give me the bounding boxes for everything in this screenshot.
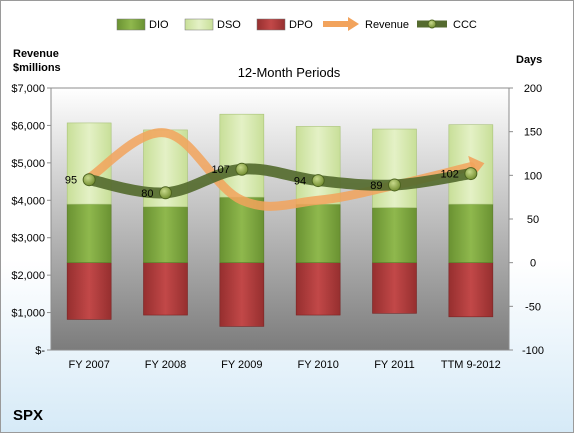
right-tick-label-4: 100 — [524, 170, 542, 182]
legend-arrow-revenue — [348, 17, 359, 31]
right-tick-label-6: 200 — [524, 83, 542, 95]
bar-dso-3 — [295, 126, 341, 205]
legend-label-ccc: CCC — [453, 19, 477, 31]
legend-label-dpo: DPO — [289, 19, 313, 31]
category-label-3: FY 2010 — [297, 359, 338, 371]
legend-swatch-dpo — [256, 18, 286, 31]
plot-area — [50, 87, 510, 351]
legend-label-dio: DIO — [149, 19, 169, 31]
bar-dio-3 — [295, 203, 341, 263]
left-axis-title-line1: Revenue — [13, 48, 59, 60]
left-tick-label-1: $1,000 — [11, 308, 45, 320]
category-label-5: TTM 9-2012 — [441, 359, 501, 371]
right-tick-label-3: 50 — [527, 214, 539, 226]
ccc-point-1 — [159, 186, 172, 200]
ccc-data-label-4: 89 — [370, 180, 382, 192]
ccc-point-3 — [311, 174, 325, 188]
legend: DIO DSO DPO Revenue CCC — [116, 17, 477, 31]
category-label-0: FY 2007 — [68, 359, 109, 371]
right-tick-label-0: -100 — [522, 345, 544, 357]
right-tick-label-1: -50 — [525, 301, 541, 313]
legend-swatch-dso — [184, 18, 214, 31]
bar-dpo-4 — [372, 262, 417, 314]
category-label-1: FY 2008 — [145, 359, 186, 371]
category-label-4: FY 2011 — [374, 359, 415, 371]
right-tick-label-5: 150 — [524, 127, 542, 139]
legend-label-dso: DSO — [217, 19, 241, 31]
ccc-data-label-2: 107 — [211, 164, 229, 176]
ticks-layer: $- $1,000 $2,000 $3,000 $4,000 $5,000 $6,000 $7… — [11, 83, 544, 371]
bar-dio-0 — [66, 203, 112, 263]
bar-dio-5 — [448, 203, 494, 263]
left-tick-label-7: $7,000 — [11, 83, 45, 95]
left-tick-label-4: $4,000 — [11, 195, 45, 207]
left-tick-label-2: $2,000 — [11, 270, 45, 282]
left-tick-label-6: $6,000 — [11, 120, 45, 132]
ccc-point-5 — [464, 167, 478, 181]
category-label-2: FY 2009 — [221, 359, 262, 371]
ccc-data-label-0: 95 — [65, 175, 77, 187]
right-axis-title: Days — [516, 54, 542, 66]
bar-dio-1 — [143, 206, 188, 263]
company-label: SPX — [13, 407, 44, 424]
ccc-data-label-3: 94 — [294, 176, 306, 188]
lines-layer: 95 80 107 94 89 102 — [65, 128, 485, 211]
ccc-point-0 — [82, 173, 96, 187]
ccc-point-4 — [388, 178, 401, 192]
bar-dpo-5 — [448, 262, 494, 318]
ccc-data-label-1: 80 — [141, 188, 153, 200]
left-axis-title-line2: $millions — [13, 62, 61, 74]
left-tick-label-0: $- — [35, 345, 45, 357]
bar-dpo-3 — [295, 262, 341, 316]
chart-subtitle: 12-Month Periods — [238, 65, 341, 80]
left-tick-label-5: $5,000 — [11, 158, 45, 170]
bar-dso-4 — [372, 128, 417, 208]
legend-label-revenue: Revenue — [365, 19, 409, 31]
ccc-data-label-5: 102 — [440, 169, 458, 181]
legend-dot-ccc — [427, 19, 437, 29]
legend-swatch-dio — [116, 18, 146, 31]
bar-dpo-2 — [219, 262, 265, 327]
bar-dio-4 — [372, 207, 417, 263]
bar-dpo-1 — [143, 262, 188, 316]
left-tick-label-3: $3,000 — [11, 233, 45, 245]
bar-dpo-0 — [66, 262, 112, 320]
right-tick-label-2: 0 — [530, 258, 536, 270]
ccc-point-2 — [235, 162, 249, 176]
bar-dso-2 — [219, 113, 265, 198]
